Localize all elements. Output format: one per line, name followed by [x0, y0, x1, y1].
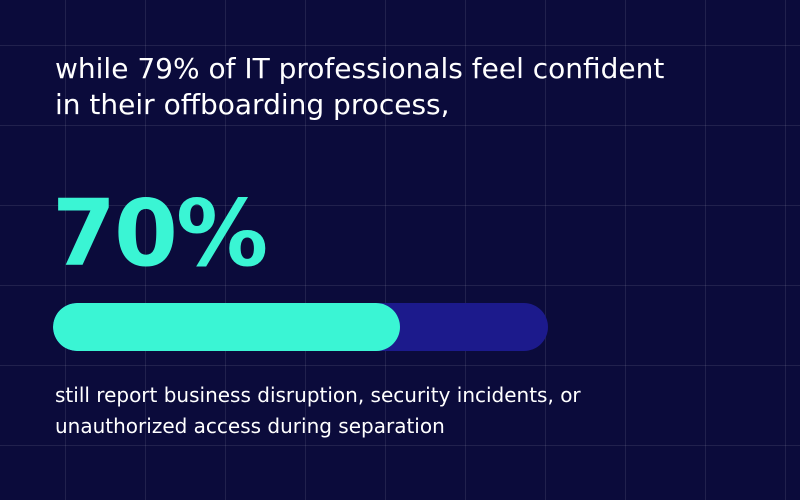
footer-line: unauthorized access during separation [55, 414, 445, 438]
footer-line: still report business disruption, securi… [55, 383, 581, 407]
heading-line: in their offboarding process, [55, 88, 450, 121]
stat-value: 70% [52, 180, 268, 287]
progress-fill [53, 303, 400, 351]
progress-track [53, 303, 548, 351]
heading-line: while 79% of IT professionals feel confi… [55, 52, 665, 85]
